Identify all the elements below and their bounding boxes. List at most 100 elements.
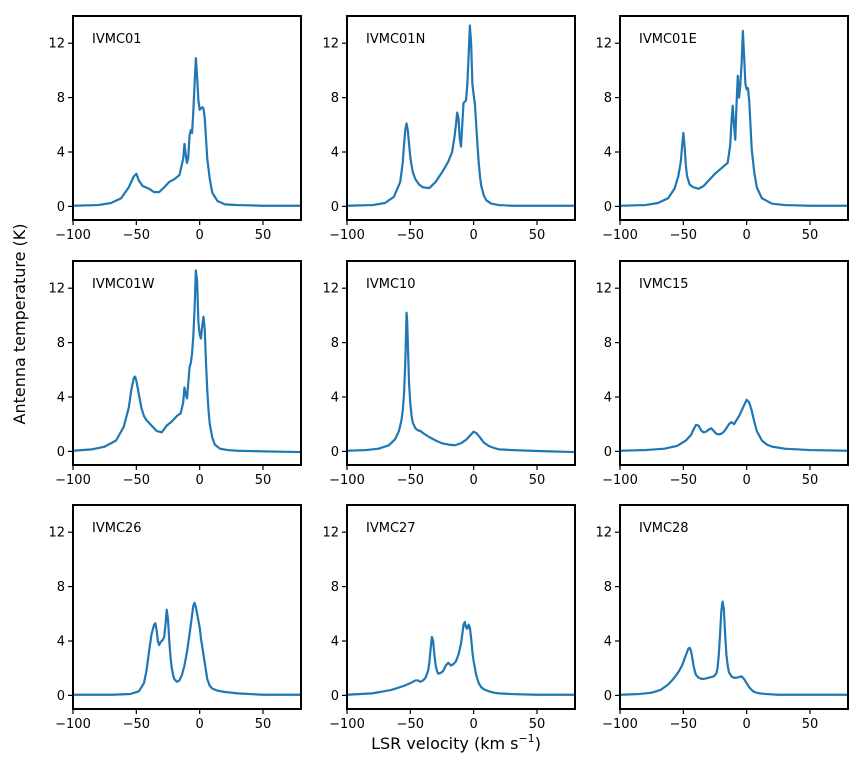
panel-title: IVMC01E	[639, 32, 697, 47]
axes-frame	[72, 504, 302, 710]
y-tick-label: 12	[322, 282, 339, 297]
panel-title: IVMC27	[366, 521, 416, 536]
panel-ivmc01: −100 −50 0 50 0 4 8 12 IVMC01	[48, 15, 302, 243]
y-tick-label: 0	[57, 200, 65, 215]
y-tick-label: 12	[322, 526, 339, 541]
axes-frame	[72, 260, 302, 466]
x-tick-label: 0	[743, 473, 751, 488]
y-tick-label: 8	[604, 336, 612, 351]
x-tick-label: 0	[196, 717, 204, 732]
x-tick-label: −100	[602, 717, 638, 732]
x-tick-label: 50	[255, 473, 272, 488]
spectrum-line	[73, 601, 301, 696]
x-tick-label: 50	[255, 228, 272, 243]
panel-ivmc15: −100 −50 0 50 0 4 8 12 IVMC15	[595, 260, 849, 488]
x-tick-label: 50	[529, 228, 546, 243]
panel-ivmc28: −100 −50 0 50 0 4 8 12 IVMC28	[595, 504, 849, 732]
axes-frame	[346, 504, 576, 710]
x-tick-label: −100	[602, 228, 638, 243]
y-tick-label: 12	[595, 37, 612, 52]
y-tick-label: 4	[57, 391, 65, 406]
panel-title: IVMC10	[366, 277, 416, 292]
x-tick-label: −50	[123, 228, 150, 243]
y-tick-label: 8	[331, 580, 339, 595]
y-tick-label: 0	[604, 200, 612, 215]
panel-ivmc26: −100 −50 0 50 0 4 8 12 IVMC26	[48, 504, 302, 732]
axes-frame	[346, 15, 576, 221]
x-tick-label: 50	[529, 717, 546, 732]
spectrum-line	[72, 269, 302, 454]
x-axis-label-superscript: −1	[518, 732, 534, 745]
x-tick-label: 0	[470, 228, 478, 243]
y-tick-label: 0	[57, 689, 65, 704]
x-tick-label: 50	[802, 473, 819, 488]
x-tick-label: 0	[470, 717, 478, 732]
x-tick-label: 0	[196, 473, 204, 488]
y-tick-label: 4	[331, 391, 339, 406]
x-tick-label: 50	[802, 717, 819, 732]
panel-ivmc27: −100 −50 0 50 0 4 8 12 IVMC27	[322, 504, 576, 732]
y-tick-label: 4	[604, 635, 612, 650]
panel-ivmc01w: −100 −50 0 50 0 4 8 12 IVMC01W	[48, 260, 302, 488]
y-tick-label: 8	[331, 336, 339, 351]
y-tick-label: 0	[331, 689, 339, 704]
panel-ivmc10: −100 −50 0 50 0 4 8 12 IVMC10	[322, 260, 576, 488]
spectrum-line	[619, 29, 848, 207]
x-tick-label: −50	[397, 228, 424, 243]
y-tick-label: 12	[48, 282, 65, 297]
y-tick-label: 4	[331, 146, 339, 161]
x-tick-label: 0	[196, 228, 204, 243]
y-tick-label: 8	[57, 91, 65, 106]
y-tick-label: 0	[331, 445, 339, 460]
y-tick-label: 8	[604, 91, 612, 106]
axes-frame	[619, 15, 849, 221]
x-tick-label: −100	[602, 473, 638, 488]
x-tick-label: 0	[743, 717, 751, 732]
axes-frame	[72, 15, 302, 221]
y-tick-label: 8	[604, 580, 612, 595]
axes-frame	[619, 260, 849, 466]
axes-frame	[619, 504, 849, 710]
y-tick-label: 0	[604, 445, 612, 460]
x-tick-label: −50	[397, 473, 424, 488]
x-tick-label: −50	[670, 473, 697, 488]
y-tick-label: 0	[331, 200, 339, 215]
panel-ivmc01n: −100 −50 0 50 0 4 8 12 IVMC01N	[322, 15, 576, 243]
x-tick-label: 0	[470, 473, 478, 488]
x-axis-label-main: LSR velocity (km s	[371, 734, 518, 753]
y-axis-label: Antenna temperature (K)	[10, 223, 29, 424]
spectrum-line	[72, 57, 301, 207]
spectrum-line	[346, 24, 575, 207]
panel-title: IVMC01W	[92, 277, 155, 292]
panel-title: IVMC01	[92, 32, 142, 47]
y-tick-label: 4	[57, 635, 65, 650]
x-tick-label: −50	[670, 717, 697, 732]
y-tick-label: 0	[604, 689, 612, 704]
y-tick-label: 8	[57, 580, 65, 595]
x-tick-label: −50	[123, 473, 150, 488]
spectrum-line	[619, 600, 848, 696]
y-tick-label: 8	[57, 336, 65, 351]
panels: −100 −50 0 50 0 4 8 12 IVMC01 −100 −50 0 50 0 4 8 12 IVMC…	[48, 15, 849, 732]
x-tick-label: −50	[670, 228, 697, 243]
y-tick-label: 8	[331, 91, 339, 106]
panel-title: IVMC28	[639, 521, 689, 536]
y-tick-label: 12	[48, 37, 65, 52]
x-tick-label: 50	[255, 717, 272, 732]
y-tick-label: 4	[604, 146, 612, 161]
y-tick-label: 12	[48, 526, 65, 541]
y-tick-label: 12	[595, 282, 612, 297]
x-axis-label-close: )	[535, 734, 541, 753]
panel-title: IVMC01N	[366, 32, 425, 47]
panel-title: IVMC26	[92, 521, 142, 536]
x-tick-label: −50	[397, 717, 424, 732]
x-tick-label: −50	[123, 717, 150, 732]
x-tick-label: −100	[55, 228, 91, 243]
y-tick-label: 4	[57, 146, 65, 161]
spectrum-line	[346, 311, 576, 454]
y-tick-label: 12	[322, 37, 339, 52]
spectrum-line	[346, 620, 575, 696]
spectrum-line	[619, 398, 849, 452]
x-tick-label: −100	[55, 473, 91, 488]
